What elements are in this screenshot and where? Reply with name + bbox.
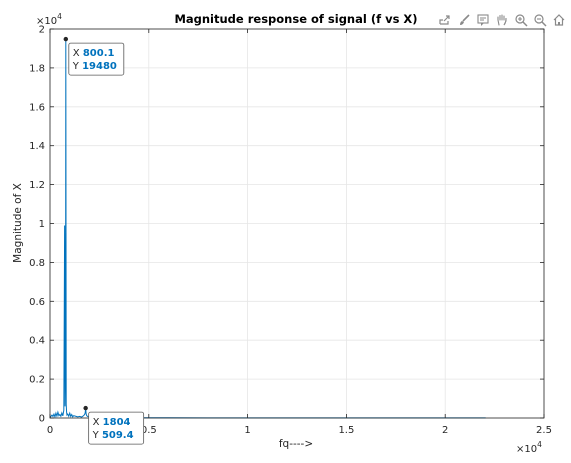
- y-tick-label: 1.6: [29, 102, 45, 113]
- x-tick-label: 2.5: [536, 425, 552, 436]
- datatip[interactable]: X 800.1Y 19480: [63, 36, 125, 76]
- datatip-x-value: 800.1: [83, 48, 115, 59]
- brush-icon[interactable]: [455, 11, 473, 29]
- x-tick-label: 2: [442, 425, 448, 436]
- y-tick-label: 2: [39, 25, 45, 36]
- chart-title: Magnitude response of signal (f vs X): [174, 12, 417, 26]
- y-tick-label: 0.4: [29, 336, 45, 347]
- home-icon[interactable]: [550, 11, 568, 29]
- pan-icon[interactable]: [493, 11, 511, 29]
- datatip-y-row: Y 509.4: [92, 430, 134, 441]
- export-icon[interactable]: [436, 11, 454, 29]
- x-tick-label: 0: [47, 425, 53, 436]
- datatip-x-value: 1804: [103, 417, 131, 428]
- x-tick-label: 1.5: [338, 425, 354, 436]
- x-tick-label: 1: [244, 425, 250, 436]
- x-exponent: ×104: [516, 440, 542, 455]
- datatip-icon[interactable]: [474, 11, 492, 29]
- y-exponent: ×104: [36, 12, 62, 27]
- datatip-y-label: Y: [72, 61, 82, 72]
- y-tick-label: 0.2: [29, 375, 45, 386]
- x-tick-label: 0.5: [141, 425, 157, 436]
- y-tick-label: 1.2: [29, 180, 45, 191]
- datatip-y-row: Y 19480: [72, 61, 117, 72]
- ticks: 0 0.5 1 1.5 2 2.5 0 0.2 0.4 0.6 0.8 1 1.2 1.4 1.6 1.8 2: [29, 25, 552, 437]
- datatip-x-label: X: [93, 417, 103, 428]
- axes-toolbar: [436, 11, 568, 29]
- y-tick-label: 1.4: [29, 141, 45, 152]
- y-tick-label: 0: [39, 414, 45, 425]
- datatip-y-value: 509.4: [102, 430, 134, 441]
- datatip-marker: [63, 36, 69, 42]
- datatip-x-label: X: [73, 48, 83, 59]
- datatip-box: [88, 411, 145, 445]
- grid: [49, 28, 545, 419]
- y-tick-label: 1: [39, 219, 45, 230]
- y-tick-label: 1.8: [29, 63, 45, 74]
- datatip-marker: [83, 405, 88, 411]
- zoom-out-icon[interactable]: [531, 11, 549, 29]
- datatip-y-value: 19480: [82, 61, 117, 72]
- datatip-x-row: X 1804: [93, 417, 131, 428]
- y-tick-label: 0.6: [29, 297, 45, 308]
- y-tick-label: 0.8: [29, 258, 45, 269]
- y-axis-label: Magnitude of X: [12, 183, 24, 263]
- datatip-box: [68, 42, 125, 76]
- datatip-x-row: X 800.1: [73, 48, 115, 59]
- zoom-in-icon[interactable]: [512, 11, 530, 29]
- x-axis-label: fq---->: [279, 438, 313, 450]
- datatip-y-label: Y: [92, 430, 102, 441]
